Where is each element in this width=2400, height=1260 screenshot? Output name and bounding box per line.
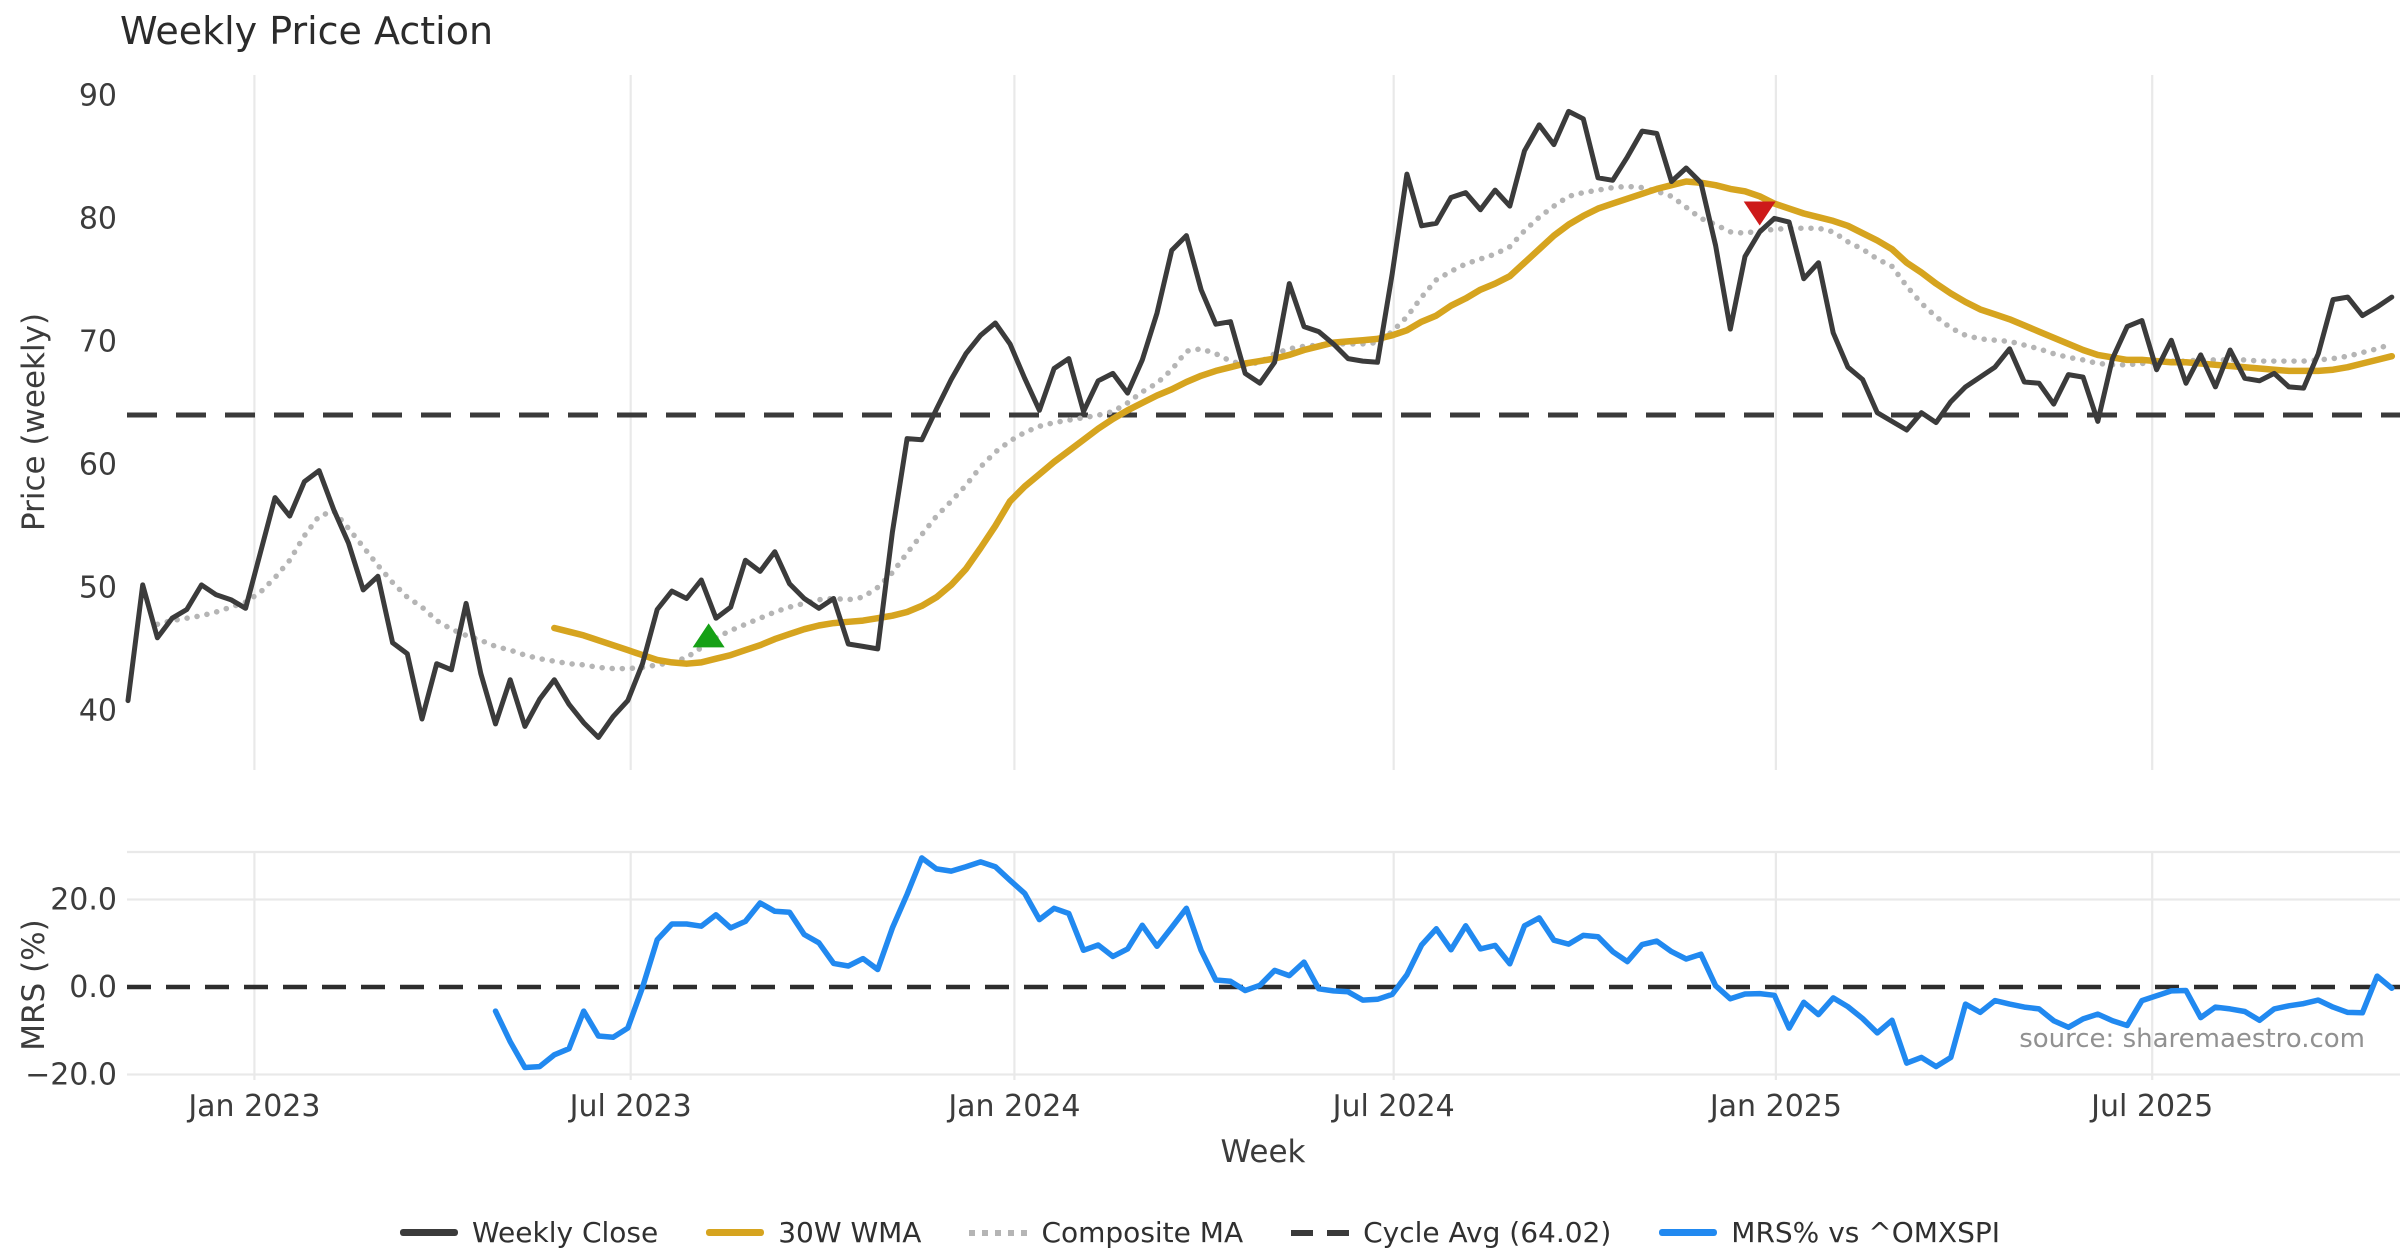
x-tick-label: Jan 2024 <box>946 1089 1080 1124</box>
legend-label: Cycle Avg (64.02) <box>1363 1216 1612 1249</box>
legend-item-mrs-vs-omxspi: MRS% vs ^OMXSPI <box>1659 1216 2000 1249</box>
legend-item-30w-wma: 30W WMA <box>706 1216 921 1249</box>
mrs-y-axis-label: MRS (%) <box>16 919 52 1050</box>
price-grid-lines <box>253 75 2154 770</box>
weekly-close-line <box>125 108 2395 740</box>
legend-swatch <box>399 1229 458 1236</box>
chart-title: Weekly Price Action <box>120 9 493 53</box>
mrs-y-tick-labels: 20.0 0.0 −20.0 <box>25 883 117 1093</box>
price-y-tick-labels: 40 50 60 70 80 90 <box>79 78 117 728</box>
x-tick-label: Jul 2024 <box>1331 1089 1455 1124</box>
legend-label: Composite MA <box>1041 1216 1244 1249</box>
mrs-y-tick-label: 0.0 <box>69 970 117 1005</box>
price-y-tick-label: 80 <box>79 201 117 236</box>
x-tick-label: Jan 2025 <box>1708 1089 1842 1124</box>
legend-item-cycle-avg-64-02-: Cycle Avg (64.02) <box>1291 1216 1611 1249</box>
buy-signal-triangle <box>692 623 725 648</box>
mrs-line <box>492 855 2395 1071</box>
chart-legend: Weekly Close 30W WMA Composite MA Cycle Avg… <box>399 1216 2000 1249</box>
legend-item-weekly-close: Weekly Close <box>399 1216 659 1249</box>
legend-item-composite-ma: Composite MA <box>969 1216 1243 1249</box>
legend-label: 30W WMA <box>778 1216 922 1249</box>
legend-swatch <box>1291 1229 1350 1236</box>
legend-label: Weekly Close <box>471 1216 659 1249</box>
price-y-axis-label: Price (weekly) <box>16 313 52 531</box>
price-y-tick-label: 90 <box>79 78 117 113</box>
source-note: source: sharemaestro.com <box>2019 1024 2365 1054</box>
price-y-tick-label: 70 <box>79 324 117 359</box>
x-tick-label: Jul 2023 <box>568 1089 692 1124</box>
week-x-axis-label: Week <box>1221 1134 1306 1170</box>
price-y-tick-label: 40 <box>79 693 117 728</box>
wma-30w-line <box>551 178 2396 667</box>
mrs-grid-lines <box>127 850 2400 1080</box>
price-y-tick-label: 50 <box>79 570 117 605</box>
mrs-y-tick-label: −20.0 <box>25 1058 117 1093</box>
x-tick-label: Jul 2025 <box>2089 1089 2213 1124</box>
legend-swatch <box>969 1229 1028 1236</box>
composite-ma-line <box>154 183 2395 672</box>
legend-label: MRS% vs ^OMXSPI <box>1731 1216 2001 1249</box>
x-tick-label: Jan 2023 <box>186 1089 320 1124</box>
legend-swatch <box>1659 1229 1718 1236</box>
legend-swatch <box>706 1229 765 1236</box>
mrs-y-tick-label: 20.0 <box>50 883 117 918</box>
price-y-tick-label: 60 <box>79 447 117 482</box>
mrs-panel <box>127 855 2400 1071</box>
sell-signal-triangle <box>1743 201 1776 226</box>
x-tick-labels: Jan 2023 Jul 2023 Jan 2024 Jul 2024 Jan 2025… <box>186 1089 2213 1124</box>
price-panel <box>125 108 2400 740</box>
